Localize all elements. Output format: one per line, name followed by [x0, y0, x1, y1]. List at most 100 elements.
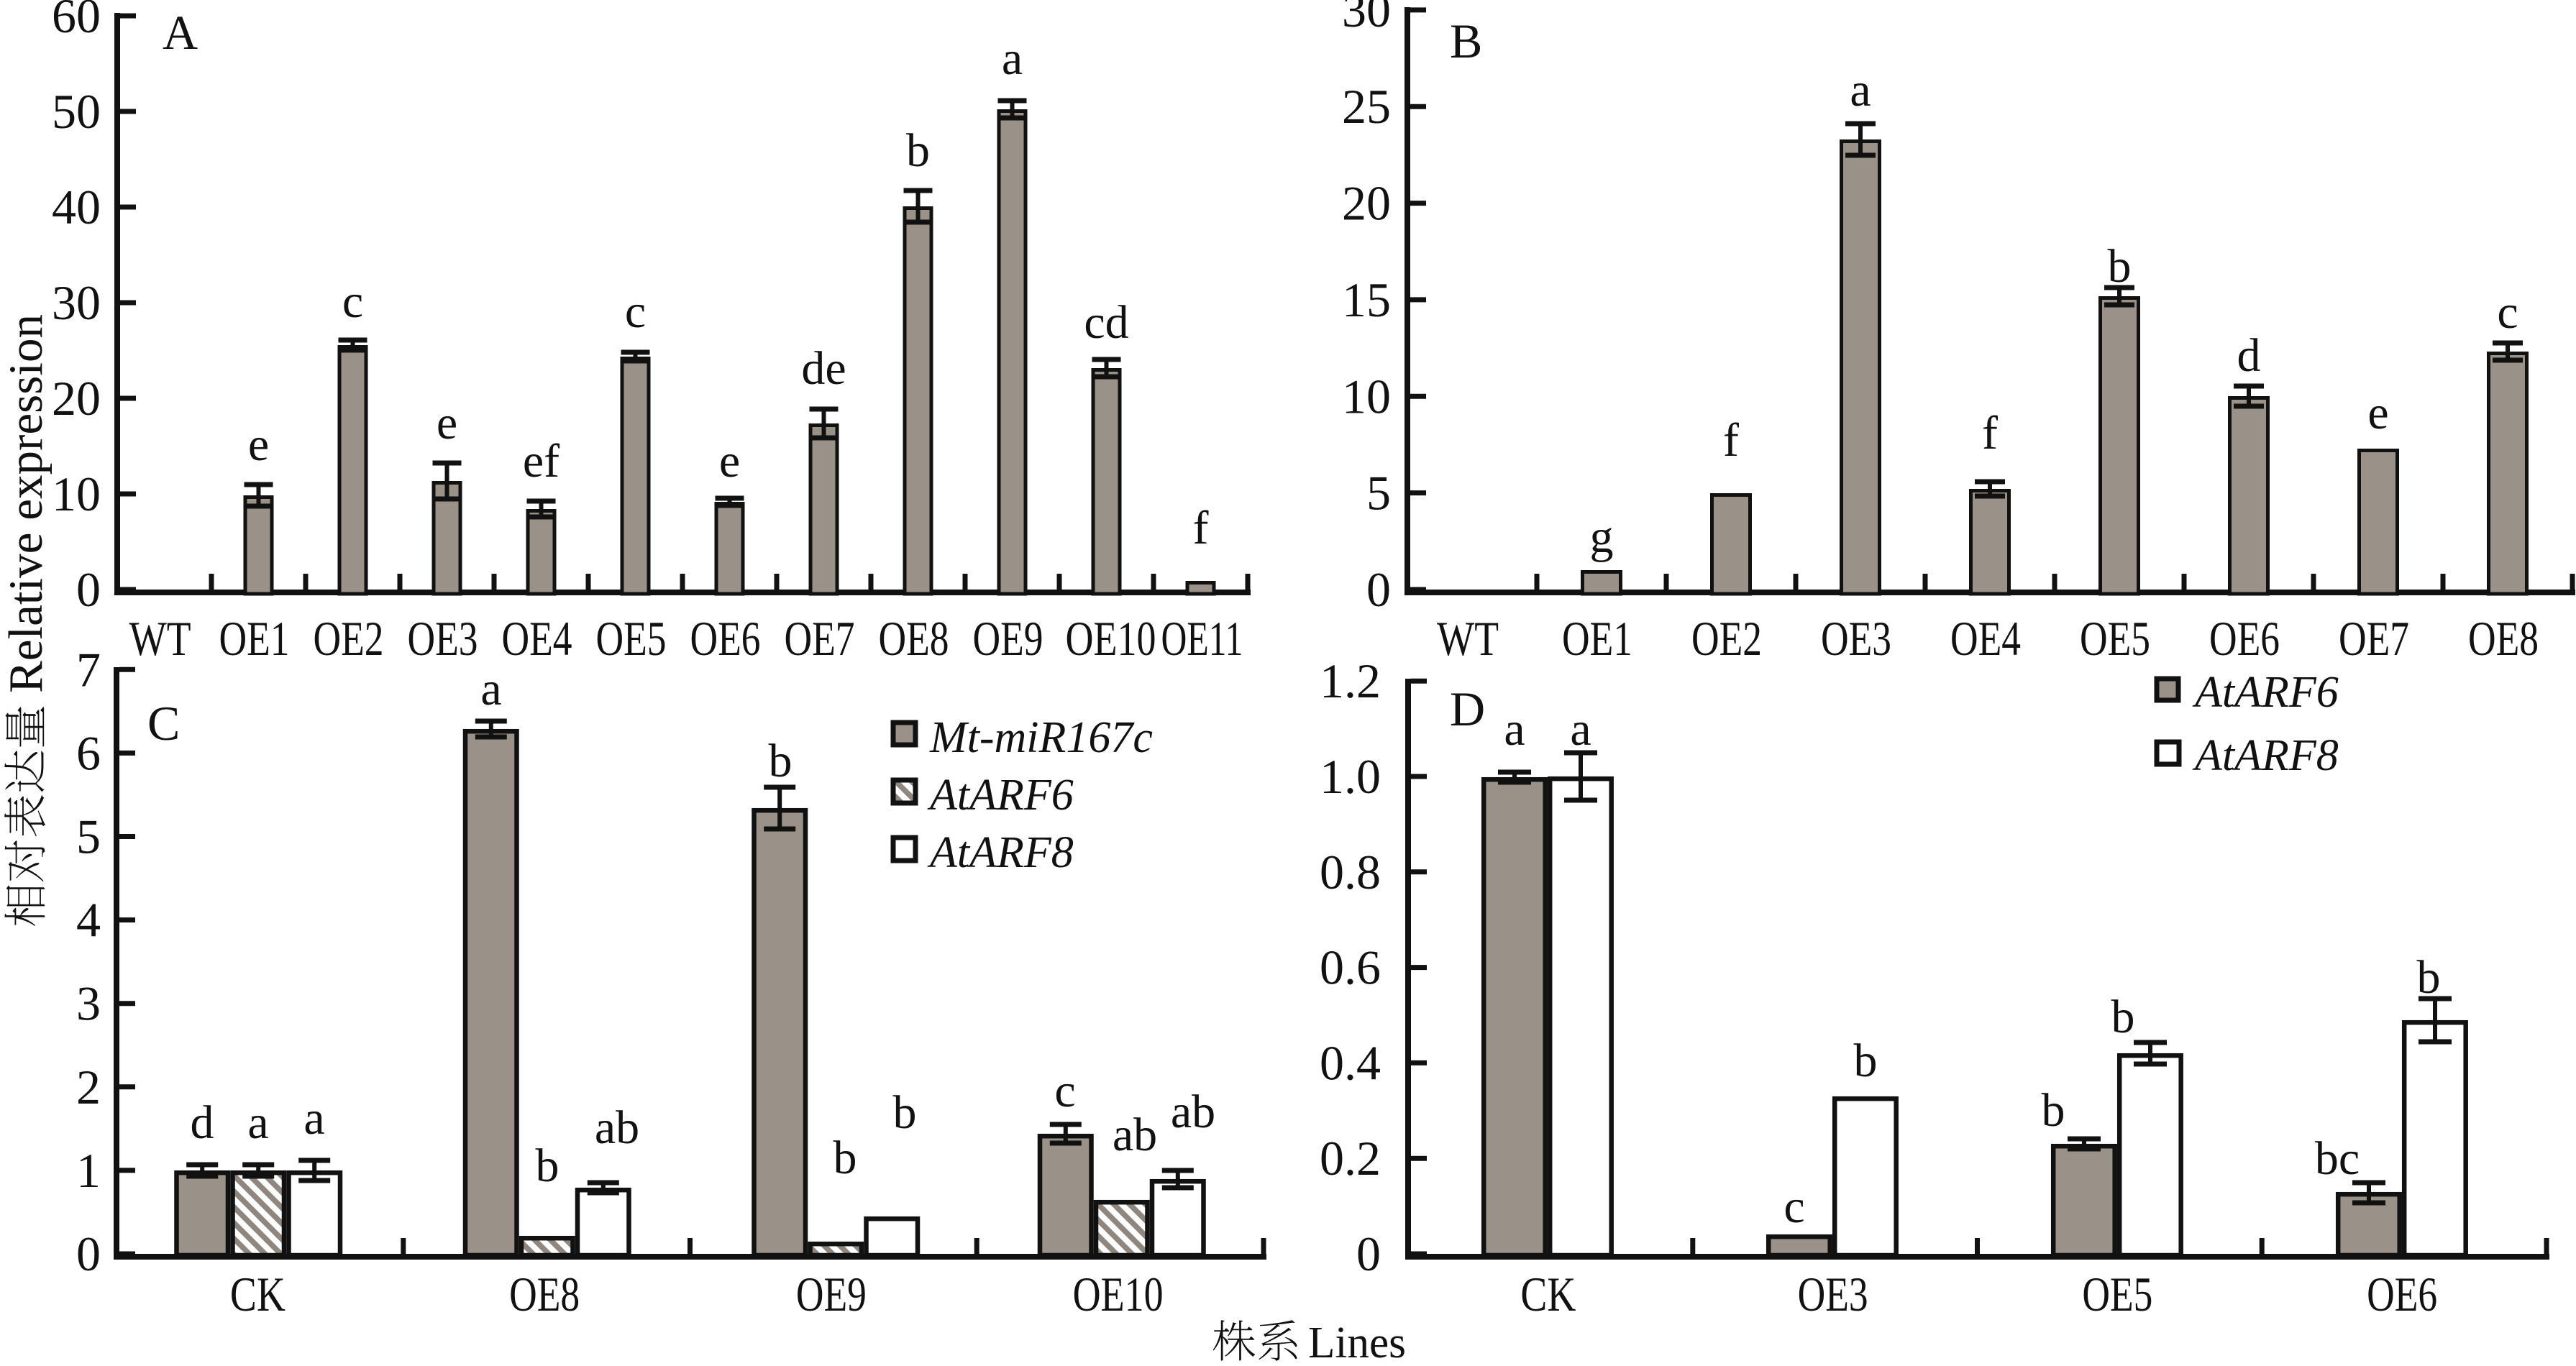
svg-text:OE10: OE10 — [1073, 1267, 1164, 1321]
svg-text:c: c — [1783, 1181, 1804, 1233]
svg-text:OE5: OE5 — [596, 611, 667, 666]
svg-text:OE3: OE3 — [1798, 1267, 1868, 1321]
svg-text:Mt-miR167c: Mt-miR167c — [929, 713, 1153, 762]
svg-text:2: 2 — [76, 1060, 101, 1114]
svg-text:5: 5 — [76, 810, 101, 864]
svg-text:f: f — [1723, 414, 1739, 467]
svg-text:0.6: 0.6 — [1320, 940, 1381, 995]
svg-text:a: a — [1570, 703, 1591, 756]
svg-text:AtARF8: AtARF8 — [927, 828, 1074, 877]
svg-text:OE11: OE11 — [1161, 611, 1243, 666]
svg-text:25: 25 — [1342, 79, 1391, 134]
svg-text:OE3: OE3 — [408, 611, 478, 666]
svg-text:6: 6 — [76, 725, 101, 780]
svg-text:OE6: OE6 — [2367, 1267, 2437, 1321]
svg-text:15: 15 — [1342, 272, 1391, 327]
svg-text:0: 0 — [76, 562, 101, 617]
svg-text:OE7: OE7 — [2339, 611, 2409, 666]
svg-text:f: f — [1193, 502, 1209, 554]
svg-text:b: b — [2417, 951, 2441, 1004]
svg-text:20: 20 — [1342, 176, 1391, 231]
svg-text:d: d — [2237, 329, 2261, 382]
svg-text:5: 5 — [1366, 466, 1391, 521]
svg-text:B: B — [1450, 14, 1482, 68]
svg-text:20: 20 — [52, 371, 101, 426]
svg-text:b: b — [2111, 991, 2135, 1043]
svg-text:ab: ab — [595, 1101, 639, 1154]
svg-text:b: b — [893, 1086, 917, 1139]
svg-text:a: a — [1504, 703, 1525, 756]
svg-text:OE8: OE8 — [2468, 611, 2539, 666]
svg-text:OE4: OE4 — [502, 611, 572, 666]
svg-text:OE5: OE5 — [2082, 1267, 2152, 1321]
svg-text:0: 0 — [1366, 562, 1391, 617]
svg-text:40: 40 — [52, 180, 101, 234]
svg-text:f: f — [1982, 407, 1998, 459]
svg-text:50: 50 — [52, 84, 101, 139]
svg-text:b: b — [2042, 1084, 2065, 1137]
svg-text:30: 30 — [52, 275, 101, 330]
svg-text:e: e — [2367, 387, 2388, 439]
svg-text:7: 7 — [76, 642, 101, 697]
svg-text:1.2: 1.2 — [1320, 654, 1381, 708]
svg-text:a: a — [247, 1096, 268, 1149]
svg-text:OE1: OE1 — [1562, 611, 1632, 666]
svg-text:ab: ab — [1113, 1109, 1157, 1161]
svg-text:A: A — [163, 5, 198, 60]
svg-text:Lines: Lines — [1308, 1319, 1406, 1362]
svg-text:a: a — [480, 663, 501, 715]
svg-text:1.0: 1.0 — [1320, 749, 1381, 804]
svg-text:OE8: OE8 — [509, 1267, 580, 1321]
svg-text:c: c — [1054, 1065, 1075, 1117]
svg-text:10: 10 — [1342, 369, 1391, 423]
svg-text:b: b — [1854, 1035, 1878, 1087]
svg-text:0.8: 0.8 — [1320, 845, 1381, 899]
svg-text:OE6: OE6 — [2209, 611, 2280, 666]
svg-text:e: e — [437, 397, 457, 449]
svg-text:b: b — [906, 124, 930, 177]
svg-text:10: 10 — [52, 467, 101, 521]
svg-text:D: D — [1450, 682, 1485, 736]
svg-text:d: d — [191, 1096, 214, 1149]
svg-text:60: 60 — [52, 0, 101, 43]
svg-text:OE3: OE3 — [1821, 611, 1891, 666]
svg-text:de: de — [801, 342, 846, 395]
svg-text:e: e — [248, 418, 269, 471]
svg-text:OE8: OE8 — [879, 611, 949, 666]
svg-text:b: b — [536, 1140, 559, 1192]
svg-text:AtARF8: AtARF8 — [2192, 731, 2339, 780]
svg-text:OE2: OE2 — [314, 611, 384, 666]
svg-text:OE5: OE5 — [2080, 611, 2150, 666]
svg-text:OE6: OE6 — [690, 611, 761, 666]
svg-text:b: b — [833, 1132, 857, 1184]
svg-text:AtARF6: AtARF6 — [927, 771, 1074, 820]
svg-text:g: g — [1590, 510, 1614, 563]
svg-text:Relative expression: Relative expression — [0, 314, 52, 693]
svg-text:0: 0 — [76, 1227, 101, 1281]
svg-text:OE7: OE7 — [785, 611, 855, 666]
svg-text:a: a — [1850, 64, 1871, 116]
svg-text:OE10: OE10 — [1066, 611, 1156, 666]
svg-text:0.2: 0.2 — [1320, 1131, 1381, 1186]
svg-text:c: c — [2497, 286, 2518, 339]
svg-text:bc: bc — [2315, 1132, 2360, 1185]
svg-text:WT: WT — [129, 611, 191, 666]
svg-text:ef: ef — [523, 435, 559, 487]
svg-text:OE9: OE9 — [973, 611, 1043, 666]
svg-text:cd: cd — [1084, 296, 1128, 349]
svg-text:3: 3 — [76, 976, 101, 1031]
svg-text:c: c — [625, 285, 646, 338]
svg-text:0.4: 0.4 — [1320, 1035, 1381, 1090]
svg-text:30: 30 — [1342, 0, 1391, 37]
svg-text:c: c — [342, 275, 363, 328]
svg-text:CK: CK — [230, 1267, 286, 1321]
svg-text:b: b — [769, 735, 793, 787]
svg-text:C: C — [147, 696, 180, 751]
svg-text:1: 1 — [76, 1143, 101, 1198]
svg-text:e: e — [719, 435, 740, 487]
svg-text:b: b — [2108, 240, 2132, 293]
svg-text:AtARF6: AtARF6 — [2192, 668, 2339, 717]
svg-text:a: a — [303, 1092, 324, 1145]
svg-text:OE4: OE4 — [1950, 611, 2021, 666]
svg-text:OE9: OE9 — [796, 1267, 867, 1321]
